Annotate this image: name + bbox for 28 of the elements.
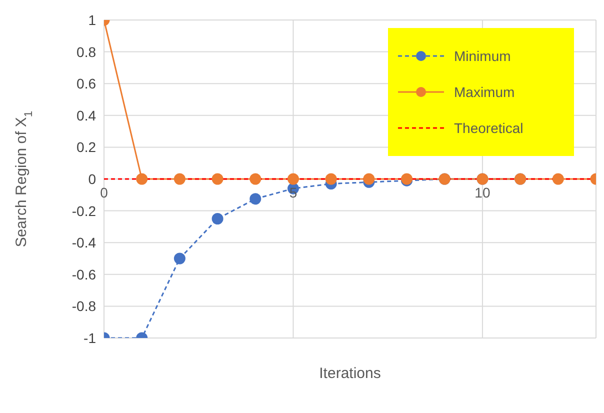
x-axis-title: Iterations — [319, 365, 381, 382]
y-tick-label: 0 — [88, 170, 96, 187]
point — [136, 173, 148, 185]
point — [552, 173, 564, 185]
y-tick-label: 1 — [88, 12, 96, 28]
legend-label: Theoretical — [454, 119, 524, 138]
y-tick-label: -0.8 — [72, 298, 96, 314]
y-tick-label: -0.6 — [72, 266, 96, 282]
point — [212, 173, 224, 185]
legend-label: Minimum — [454, 47, 511, 66]
x-tick-label: 10 — [474, 184, 490, 200]
y-tick-label: -1 — [84, 330, 96, 346]
y-tick-label: 0.8 — [76, 44, 96, 60]
x-tick-label: 0 — [100, 184, 108, 200]
point — [212, 213, 224, 224]
legend-label: Maximum — [454, 83, 515, 102]
point — [174, 252, 186, 264]
point — [250, 173, 262, 185]
point — [174, 173, 186, 185]
y-tick-label: 0.4 — [76, 107, 96, 124]
y-tick-label: 0.2 — [76, 139, 96, 156]
y-tick-label: 0.6 — [76, 76, 96, 92]
point — [287, 173, 299, 185]
point — [363, 173, 375, 185]
point — [250, 193, 262, 205]
y-tick-label: -0.4 — [72, 234, 96, 251]
point — [325, 173, 337, 185]
y-tick-label: -0.2 — [72, 202, 96, 219]
